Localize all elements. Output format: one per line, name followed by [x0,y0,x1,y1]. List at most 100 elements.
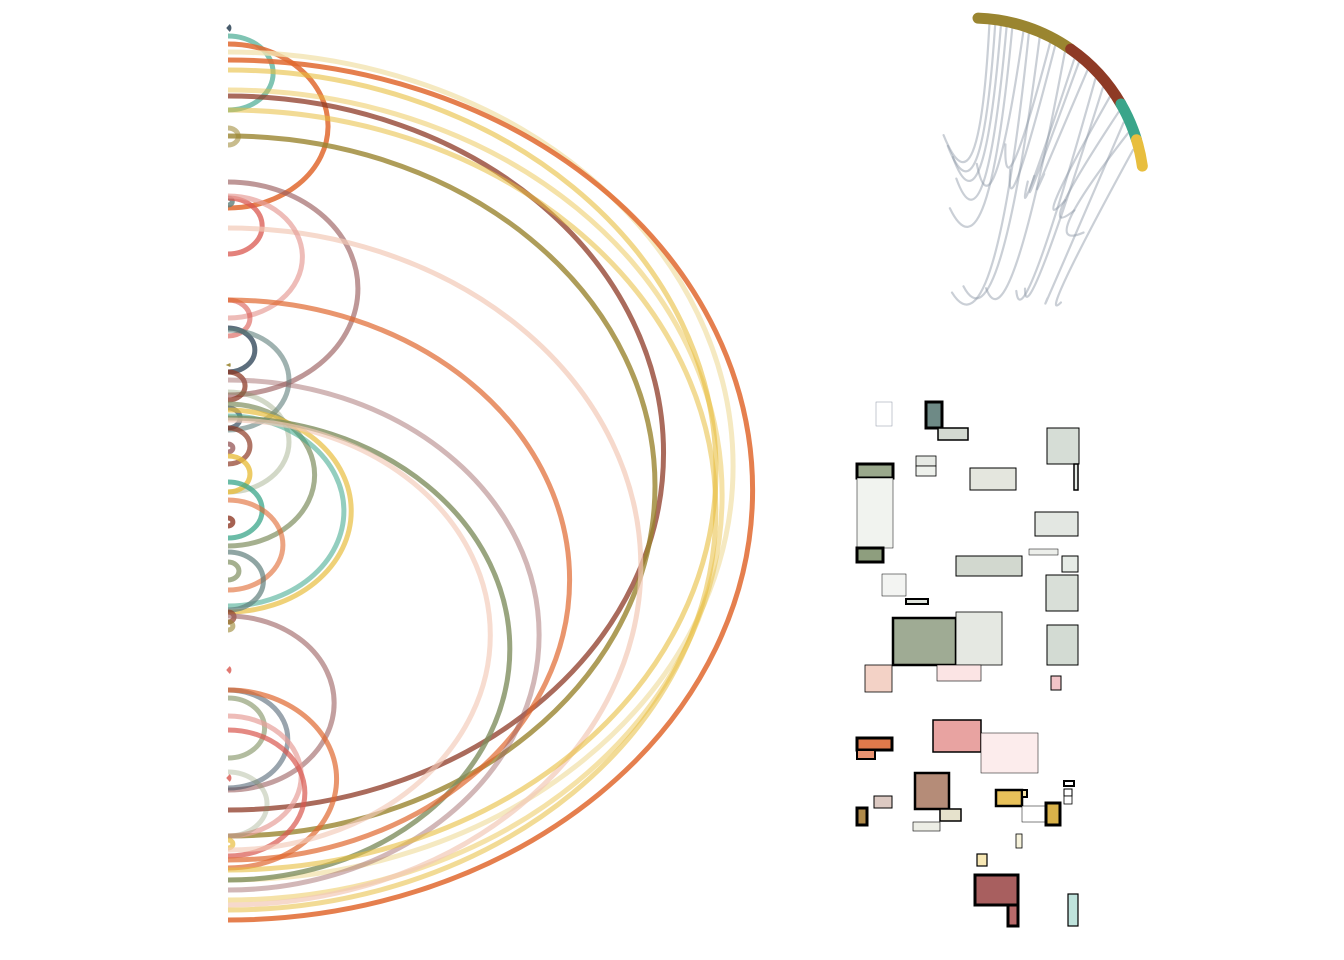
arc-link [227,837,236,851]
arc-link [227,453,253,495]
arc-link [227,195,265,257]
treemap-block [905,598,929,605]
treemap-block [1006,903,1020,928]
arc-link [227,425,253,467]
arc-link [227,695,268,761]
chord-link [950,32,1030,306]
chord-link [1004,42,1052,169]
chord-link [1065,132,1130,237]
arc-link [227,49,736,883]
arc-link [227,417,493,853]
treemap-block [1034,511,1079,537]
chord-link [1052,96,1111,211]
chord-links [942,23,1135,307]
arc-link [227,619,236,633]
arc-link [227,87,725,903]
treemap-block [932,719,982,753]
treemap-block [1063,788,1073,797]
treemap-block [873,795,893,809]
chord-link [1035,69,1089,191]
treemap-block [937,427,969,441]
ring-segment [1130,134,1148,172]
arc-link [227,613,337,793]
treemap-block [976,853,988,867]
arc-link [227,225,644,908]
treemap-block [980,732,1039,774]
treemap-block [1063,795,1073,805]
treemap-block [955,555,1023,577]
arc-link [227,441,236,455]
treemap-block [855,736,894,752]
chord-link [962,37,1041,300]
arc-link [227,559,242,583]
treemap-block [939,808,962,822]
treemap-block [891,616,958,667]
arc-link [227,297,573,863]
arc-link [227,133,658,839]
arc-link [227,57,756,923]
treemap-block [856,477,894,549]
arc-link [227,515,236,529]
treemap-block [1046,427,1080,465]
chord-link [951,25,1002,182]
chord-link [975,31,1025,187]
chord-ring [972,12,1148,172]
chord-link [942,23,991,164]
treemap-block [1046,624,1079,666]
ring-segment [1065,43,1127,110]
treemap-block [855,462,895,480]
treemap-block [1067,893,1079,927]
treemap-block [1045,574,1079,612]
treemap-block [1021,789,1028,798]
treemap-block [1063,780,1075,787]
treemap-block [1021,805,1047,823]
chord-link [1054,148,1135,307]
treemap-block [875,401,893,427]
treemap-block [855,546,885,564]
treemap-block [912,821,941,832]
treemap-block [994,788,1024,808]
treemap [855,400,1080,928]
treemap-block [924,400,944,430]
ring-segment [972,12,1077,55]
arc-link [227,369,248,403]
chord-link [1008,45,1057,190]
treemap-block [913,771,951,811]
arc-diagram [225,24,756,923]
treemap-block [955,611,1003,666]
arc-link [227,549,266,613]
chord-link [1015,77,1097,301]
arc-link [227,769,270,839]
arc-link [225,24,232,32]
arc-link [227,497,286,593]
treemap-block [856,749,876,760]
treemap-block [881,573,907,597]
treemap-block [864,664,893,693]
arc-link [227,389,292,495]
arc-link [225,774,232,782]
chord-link [984,51,1066,301]
chord-diagram [942,12,1148,307]
chord-link [1058,110,1120,219]
arc-link [227,67,719,873]
treemap-block [973,873,1020,907]
arc-link [227,377,542,893]
chord-link [948,27,1014,228]
arc-link [227,193,305,321]
arc-link [227,413,347,609]
treemap-block [969,467,1017,491]
treemap-block [915,465,937,477]
treemap-block [1028,548,1059,556]
treemap-block [1061,555,1079,573]
chord-link [955,26,1008,201]
arc-link [227,401,318,549]
treemap-block [855,806,869,827]
treemap-block [1073,463,1079,491]
arc-link [227,107,719,913]
arc-link [225,666,232,674]
treemap-block [1015,833,1023,849]
chord-link [946,24,997,173]
treemap-block [936,664,982,682]
treemap-block [915,455,937,467]
chord-link [1023,58,1076,200]
